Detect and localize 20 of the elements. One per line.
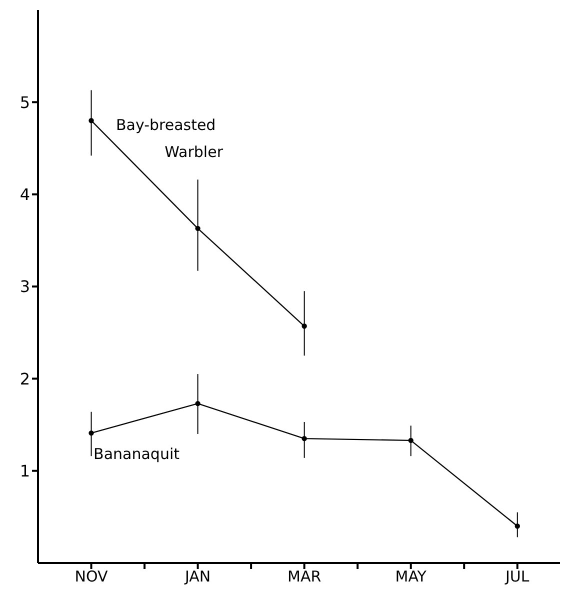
x-tick-label: JUL xyxy=(504,568,530,586)
x-tick-label: MAR xyxy=(288,568,322,586)
point xyxy=(408,438,414,444)
point xyxy=(88,118,94,124)
x-tick-label: JAN xyxy=(184,568,211,586)
x-tick-label: NOV xyxy=(74,568,109,586)
y-tick-label: 3 xyxy=(20,277,30,296)
series-label: Bananaquit xyxy=(94,444,180,463)
point xyxy=(88,430,94,436)
point xyxy=(195,400,200,406)
point xyxy=(302,436,307,442)
point xyxy=(195,226,200,232)
y-tick-label: 5 xyxy=(20,92,30,112)
series-label: Bay-breasted Warbler xyxy=(116,116,224,161)
y-tick-label: 2 xyxy=(20,369,30,388)
point xyxy=(514,524,520,529)
y-tick-label: 4 xyxy=(20,185,30,204)
x-tick-label: MAY xyxy=(395,568,428,586)
y-tick-label: 1 xyxy=(20,462,30,481)
point xyxy=(302,324,307,329)
